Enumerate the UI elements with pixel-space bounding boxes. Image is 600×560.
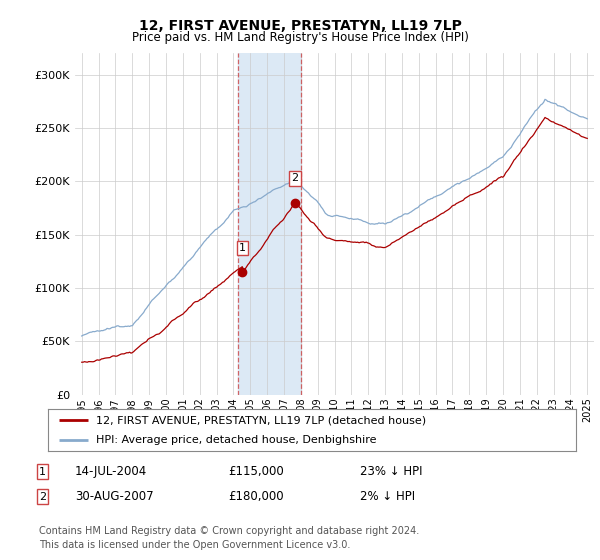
Text: 2% ↓ HPI: 2% ↓ HPI bbox=[360, 490, 415, 503]
Text: Price paid vs. HM Land Registry's House Price Index (HPI): Price paid vs. HM Land Registry's House … bbox=[131, 31, 469, 44]
Text: Contains HM Land Registry data © Crown copyright and database right 2024.
This d: Contains HM Land Registry data © Crown c… bbox=[39, 526, 419, 549]
Text: 1: 1 bbox=[239, 243, 246, 253]
Text: 30-AUG-2007: 30-AUG-2007 bbox=[75, 490, 154, 503]
Text: 12, FIRST AVENUE, PRESTATYN, LL19 7LP: 12, FIRST AVENUE, PRESTATYN, LL19 7LP bbox=[139, 19, 461, 33]
Text: 2: 2 bbox=[292, 174, 299, 184]
Text: 1: 1 bbox=[39, 466, 46, 477]
Text: 12, FIRST AVENUE, PRESTATYN, LL19 7LP (detached house): 12, FIRST AVENUE, PRESTATYN, LL19 7LP (d… bbox=[95, 415, 425, 425]
Text: £115,000: £115,000 bbox=[228, 465, 284, 478]
Text: 2: 2 bbox=[39, 492, 46, 502]
Text: 14-JUL-2004: 14-JUL-2004 bbox=[75, 465, 147, 478]
Text: HPI: Average price, detached house, Denbighshire: HPI: Average price, detached house, Denb… bbox=[95, 435, 376, 445]
Text: 23% ↓ HPI: 23% ↓ HPI bbox=[360, 465, 422, 478]
Bar bbox=[238, 53, 301, 395]
Text: £180,000: £180,000 bbox=[228, 490, 284, 503]
